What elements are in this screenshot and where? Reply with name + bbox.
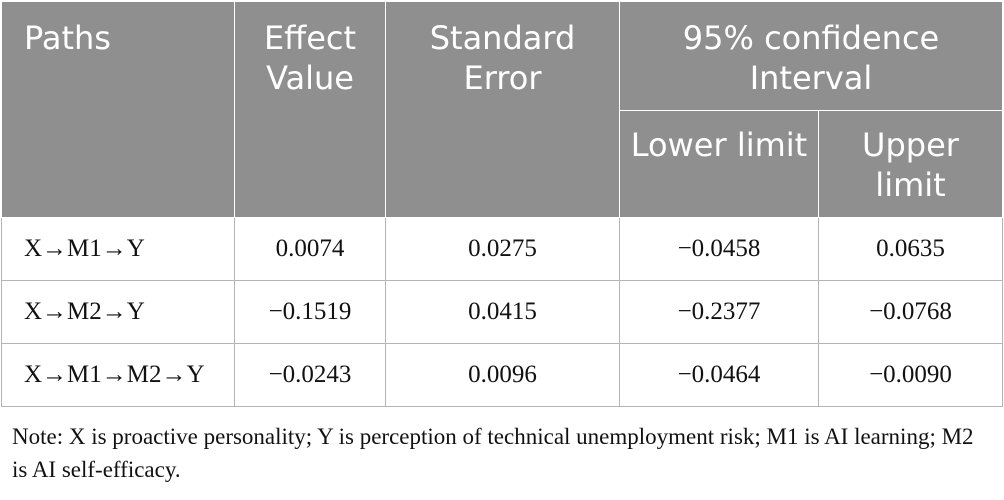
path-cell: X→M1→M2→Y [1,343,235,407]
header-paths: Paths [1,1,235,218]
effect-value-cell: 0.0074 [234,217,386,281]
path-cell: X→M2→Y [1,280,235,344]
standard-error-cell: 0.0096 [385,343,620,407]
lower-limit-cell: −0.0458 [619,217,819,281]
lower-limit-cell: −0.0464 [619,343,819,407]
table-row: X→M1→Y 0.0074 0.0275 −0.0458 0.0635 [1,217,1003,281]
header-lower-limit: Lower limit [619,110,819,218]
upper-limit-cell: −0.0090 [818,343,1003,407]
standard-error-cell: 0.0415 [385,280,620,344]
effect-value-cell: −0.1519 [234,280,386,344]
header-confidence-interval: 95% confidence Interval [619,1,1003,111]
path-cell: X→M1→Y [1,217,235,281]
mediation-effects-table: Paths Effect Value Standard Error 95% co… [1,1,1003,407]
table-row: X→M2→Y −0.1519 0.0415 −0.2377 −0.0768 [1,280,1003,344]
table-row: X→M1→M2→Y −0.0243 0.0096 −0.0464 −0.0090 [1,343,1003,407]
table-header: Paths Effect Value Standard Error 95% co… [1,1,1003,218]
header-effect-value: Effect Value [234,1,386,218]
upper-limit-cell: −0.0768 [818,280,1003,344]
header-standard-error: Standard Error [385,1,620,218]
effect-value-cell: −0.0243 [234,343,386,407]
table-note: Note: X is proactive personality; Y is p… [12,424,974,482]
lower-limit-cell: −0.2377 [619,280,819,344]
header-upper-limit: Upper limit [818,110,1003,218]
standard-error-cell: 0.0275 [385,217,620,281]
upper-limit-cell: 0.0635 [818,217,1003,281]
table-body: X→M1→Y 0.0074 0.0275 −0.0458 0.0635 X→M2… [1,217,1003,407]
